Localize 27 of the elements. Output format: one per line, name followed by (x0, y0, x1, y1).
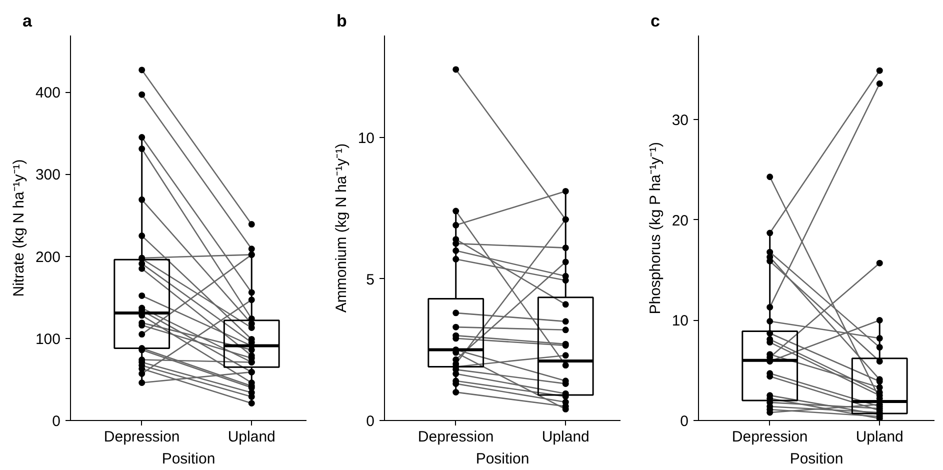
x-tick-label: Depression (732, 428, 808, 446)
x-tick-label: Upland (228, 428, 276, 446)
y-tick-label: 10 (672, 312, 689, 330)
y-tick-label: 30 (672, 112, 689, 130)
y-axis-title: Ammonium (kg N ha⁻¹y⁻¹) (332, 143, 350, 313)
y-tick-label: 0 (52, 413, 60, 430)
y-tick-label: 300 (35, 166, 61, 184)
chart-title: b (336, 12, 347, 30)
chart-title: c (650, 12, 660, 30)
x-tick-label: Upland (856, 428, 904, 446)
x-tick-label: Depression (418, 428, 494, 446)
x-tick-label: Upland (542, 428, 590, 446)
x-axis-title: Position (162, 450, 216, 468)
y-tick-label: 5 (366, 271, 374, 288)
y-tick-label: 0 (680, 413, 688, 430)
y-tick-label: 100 (35, 330, 61, 348)
y-tick-label: 20 (672, 212, 689, 230)
y-tick-label: 200 (35, 248, 61, 266)
chart-title: a (22, 12, 32, 30)
y-axis-title: Phosphorus (kg P ha⁻¹y⁻¹) (646, 142, 664, 314)
x-axis-title: Position (790, 450, 844, 468)
x-axis-title: Position (476, 450, 530, 468)
y-tick-label: 400 (35, 84, 61, 102)
y-tick-label: 0 (366, 413, 374, 430)
y-axis-title: Nitrate (kg N ha⁻¹y⁻¹) (10, 159, 28, 297)
y-tick-label: 10 (358, 130, 375, 147)
x-tick-label: Depression (104, 428, 180, 446)
